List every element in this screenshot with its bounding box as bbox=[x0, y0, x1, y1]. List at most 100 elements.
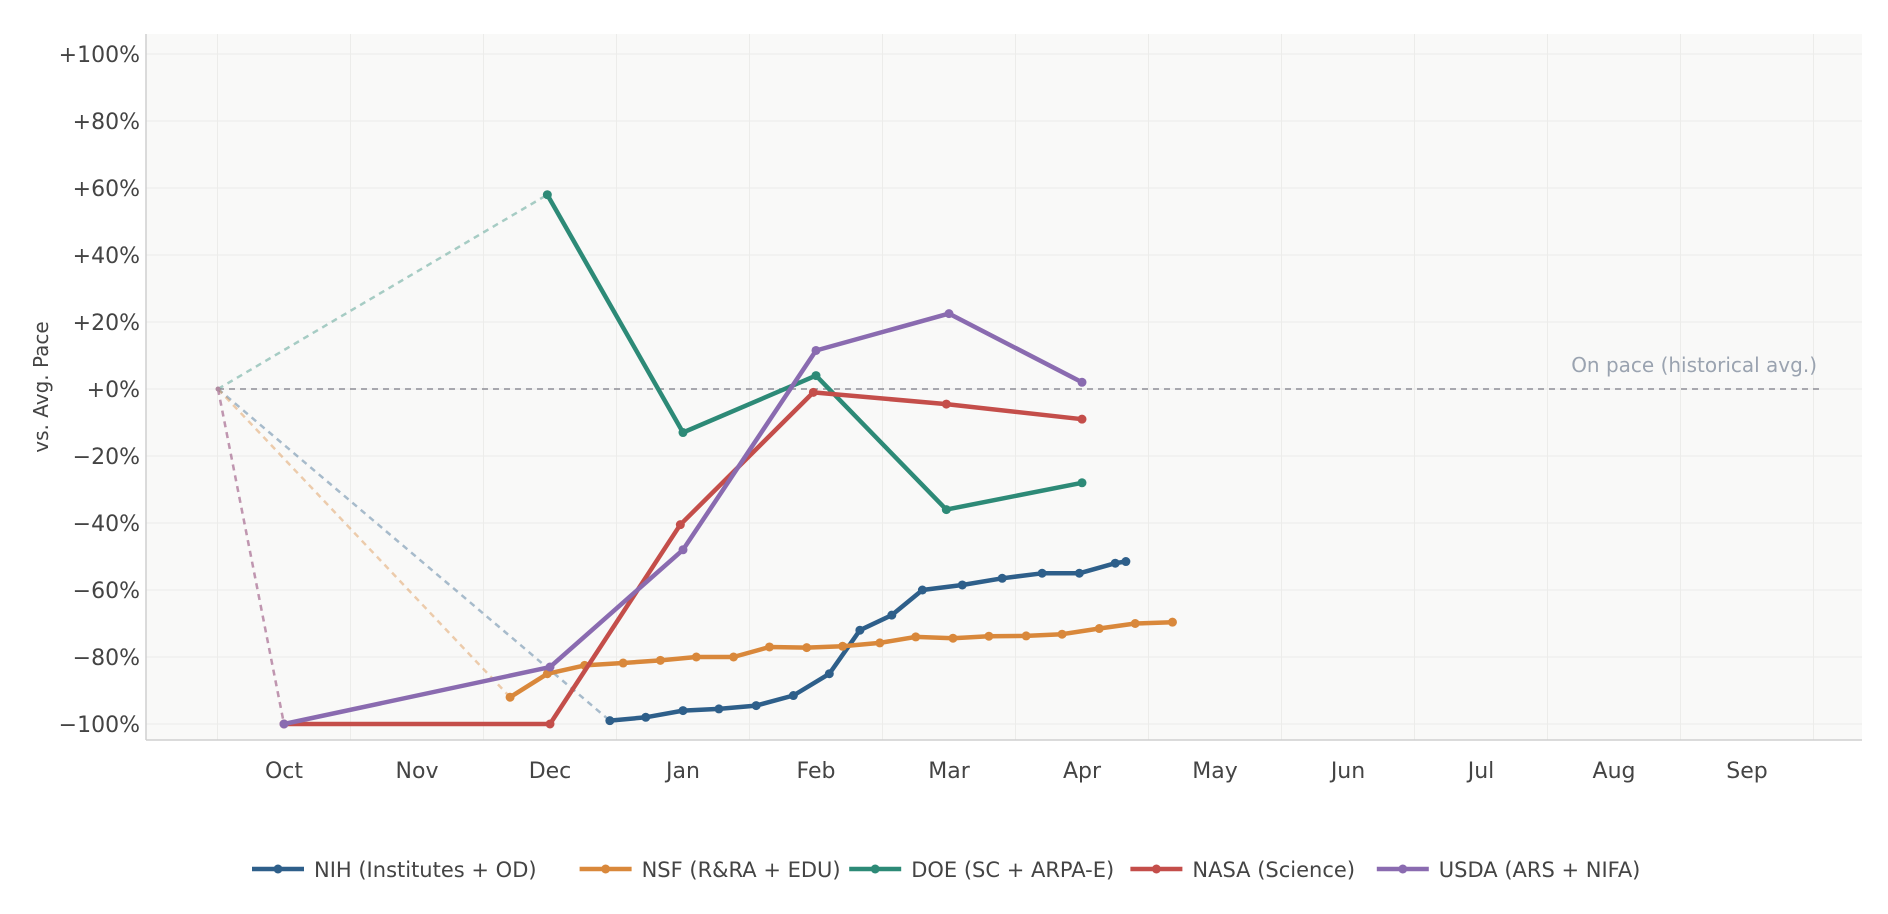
series-point bbox=[824, 669, 834, 679]
series-point bbox=[641, 712, 651, 722]
series-point bbox=[911, 632, 921, 642]
series-point bbox=[542, 190, 552, 200]
series-point bbox=[948, 633, 958, 643]
legend-label: DOE (SC + ARPA-E) bbox=[911, 858, 1114, 882]
legend: NIH (Institutes + OD) NSF (R&RA + EDU) DOE… bbox=[252, 858, 1640, 882]
y-tick-label: +60% bbox=[73, 177, 140, 202]
x-tick-label: Jan bbox=[664, 759, 700, 784]
series-connector bbox=[217, 388, 512, 699]
series-point bbox=[1057, 629, 1067, 639]
series-connector bbox=[216, 388, 286, 725]
series-point bbox=[678, 706, 688, 716]
legend-label: NSF (R&RA + EDU) bbox=[642, 858, 841, 882]
connector-lines bbox=[215, 193, 611, 725]
origin-point bbox=[215, 386, 221, 392]
series-point bbox=[1021, 631, 1031, 641]
series-point bbox=[1110, 558, 1120, 568]
series-point bbox=[764, 642, 774, 652]
series-point bbox=[1077, 414, 1087, 424]
y-tick-label: −20% bbox=[73, 445, 140, 470]
x-tick-label: Sep bbox=[1726, 759, 1767, 784]
series-lines bbox=[279, 190, 1177, 729]
series-point bbox=[279, 719, 289, 729]
series-point bbox=[944, 309, 954, 319]
series-line bbox=[281, 390, 1085, 727]
legend-label: USDA (ARS + NIFA) bbox=[1439, 858, 1641, 882]
series-point bbox=[1094, 624, 1104, 634]
series-point bbox=[811, 345, 821, 355]
series-point bbox=[691, 652, 701, 662]
y-tick-label: −60% bbox=[73, 579, 140, 604]
series-point bbox=[957, 580, 967, 590]
series-point bbox=[855, 625, 865, 635]
series-point bbox=[751, 701, 761, 711]
series-point bbox=[605, 716, 615, 726]
x-tick-label: May bbox=[1192, 759, 1237, 784]
legend-label: NIH (Institutes + OD) bbox=[314, 858, 537, 882]
series-point bbox=[984, 631, 994, 641]
reference-line-label: On pace (historical avg.) bbox=[1571, 353, 1817, 377]
x-tick-label: Nov bbox=[396, 759, 439, 784]
series-point bbox=[1077, 377, 1087, 387]
series-point bbox=[997, 573, 1007, 583]
series-point bbox=[675, 520, 685, 530]
legend-swatch-marker bbox=[1151, 864, 1161, 874]
y-tick-label: −80% bbox=[73, 646, 140, 671]
y-tick-label: +80% bbox=[73, 110, 140, 135]
series-point bbox=[811, 371, 821, 381]
legend-swatch-marker bbox=[1398, 864, 1408, 874]
series-point bbox=[1074, 568, 1084, 578]
series-point bbox=[655, 655, 665, 665]
series-line bbox=[607, 559, 1129, 723]
y-tick-label: −40% bbox=[73, 512, 140, 537]
x-tick-label: Apr bbox=[1063, 759, 1102, 784]
y-axis-title: vs. Avg. Pace bbox=[29, 321, 53, 452]
series-point bbox=[802, 643, 812, 653]
series-point bbox=[808, 387, 818, 397]
series-connector bbox=[217, 388, 611, 722]
series-point bbox=[714, 704, 724, 714]
y-tick-label: +0% bbox=[87, 378, 140, 403]
series-point bbox=[1037, 568, 1047, 578]
series-point bbox=[838, 641, 848, 651]
series-point bbox=[618, 658, 628, 668]
legend-swatch-marker bbox=[870, 864, 880, 874]
legend-swatch-marker bbox=[273, 864, 283, 874]
series-point bbox=[1130, 619, 1140, 628]
axes: +100% +80% +60% +40% +20% +0% −20% −40% −60% −80%… bbox=[29, 34, 1862, 784]
reference-line-group: On pace (historical avg.) bbox=[218, 353, 1822, 390]
series-point bbox=[887, 610, 897, 620]
x-tick-label: Oct bbox=[265, 759, 303, 784]
series-point bbox=[875, 638, 885, 648]
series-point bbox=[941, 505, 951, 515]
series-point bbox=[1167, 617, 1177, 627]
series-point bbox=[678, 545, 688, 555]
y-tick-label: +20% bbox=[73, 311, 140, 336]
x-tick-label: Feb bbox=[797, 759, 836, 784]
series-point bbox=[545, 719, 555, 729]
series-point bbox=[917, 585, 927, 595]
plot-background bbox=[146, 34, 1862, 740]
x-tick-label: Mar bbox=[928, 759, 970, 784]
x-tick-label: Jun bbox=[1329, 759, 1365, 784]
x-tick-label: Dec bbox=[529, 759, 572, 784]
y-tick-label: −100% bbox=[59, 713, 140, 738]
series-point bbox=[729, 652, 739, 662]
series-connector bbox=[217, 193, 548, 391]
y-tick-label: +100% bbox=[59, 43, 140, 68]
series-point bbox=[678, 428, 688, 438]
legend-swatch-marker bbox=[601, 864, 611, 874]
series-point bbox=[788, 691, 798, 701]
legend-label: NASA (Science) bbox=[1192, 858, 1355, 882]
series-point bbox=[1077, 478, 1087, 488]
series-line bbox=[281, 311, 1085, 727]
x-tick-label: Aug bbox=[1593, 759, 1636, 784]
series-connector bbox=[216, 388, 286, 725]
series-point bbox=[505, 692, 515, 702]
series-point bbox=[545, 662, 555, 672]
y-tick-label: +40% bbox=[73, 244, 140, 269]
series-point bbox=[1121, 557, 1131, 567]
x-tick-label: Jul bbox=[1466, 759, 1495, 784]
